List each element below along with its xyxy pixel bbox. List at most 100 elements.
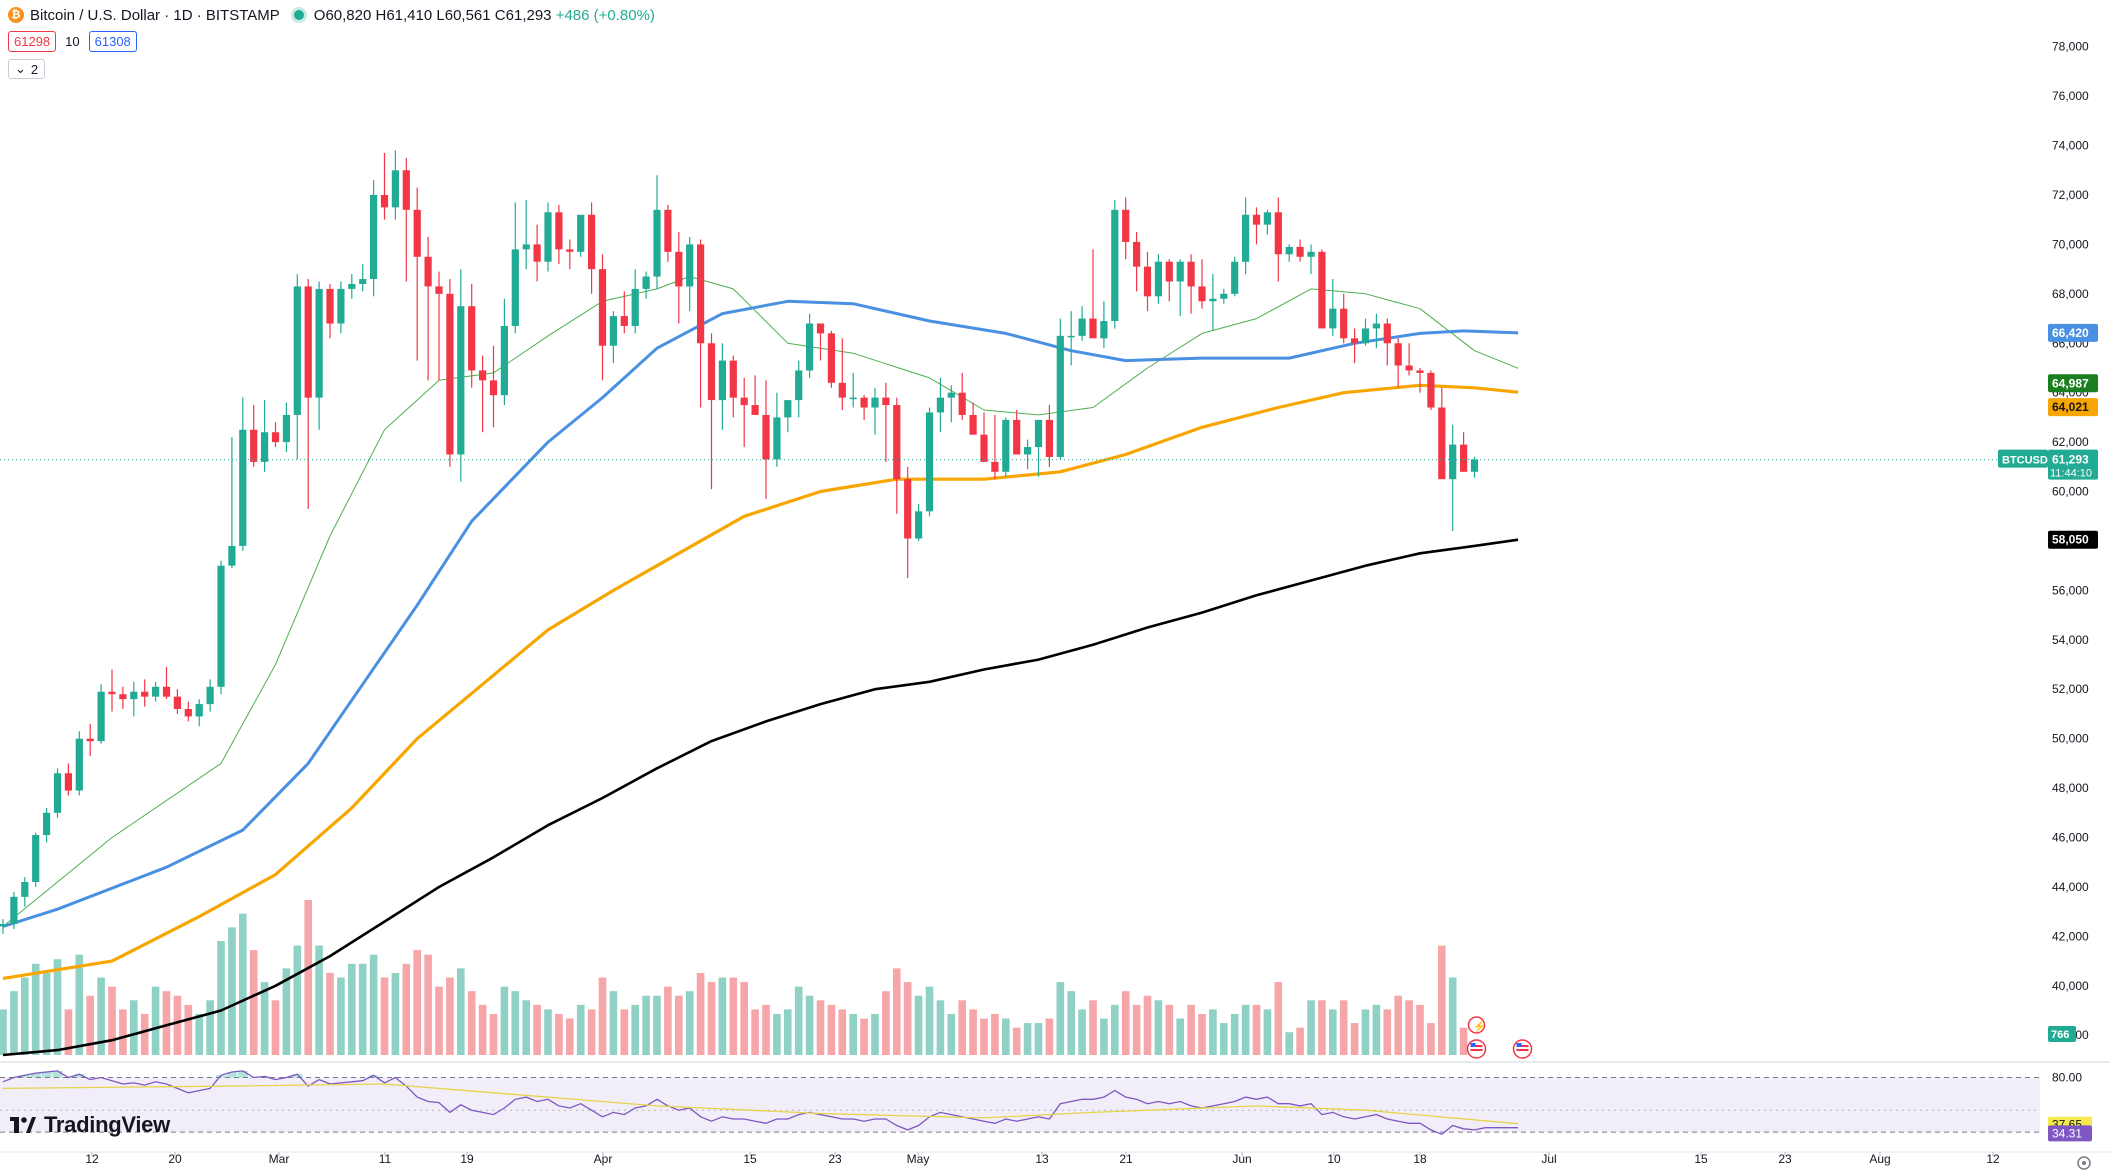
- candle-body: [947, 392, 955, 398]
- candle-body: [577, 214, 585, 252]
- volume-bar: [544, 1009, 552, 1055]
- candle-body: [620, 316, 628, 326]
- volume-bar: [315, 945, 323, 1055]
- volume-bar: [1143, 995, 1152, 1055]
- candle-body: [1285, 246, 1293, 255]
- bitcoin-icon: ₿: [8, 7, 24, 23]
- lightning-event-icon[interactable]: [1467, 1016, 1486, 1034]
- symbol-tag: BTCUSD: [2002, 455, 2048, 467]
- candle-body: [1143, 266, 1152, 297]
- ohlc-values: O60,820 H61,410 L60,561 C61,293 +486 (+0…: [314, 7, 655, 24]
- candle-body: [1340, 308, 1348, 339]
- candle-body: [293, 286, 301, 415]
- volume-bar: [1372, 1004, 1381, 1055]
- volume-bar: [773, 1013, 781, 1055]
- candle-body: [271, 432, 280, 443]
- settings-gear-icon[interactable]: [2077, 1156, 2091, 1170]
- volume-bar: [140, 1013, 149, 1055]
- candle-body: [1034, 419, 1043, 448]
- tradingview-logo[interactable]: TradingView: [10, 1112, 170, 1138]
- candle-body: [64, 773, 72, 791]
- candle-body: [479, 370, 487, 381]
- indicators-toggle[interactable]: ⌄ 2: [8, 59, 46, 79]
- volume-bar: [1241, 1004, 1250, 1055]
- volume-bar: [784, 1009, 792, 1055]
- volume-bar: [620, 1009, 629, 1055]
- candle-body: [609, 316, 617, 346]
- volume-bar: [1209, 1009, 1217, 1055]
- volume-bar: [348, 963, 356, 1055]
- settings-gear-center: [2082, 1161, 2086, 1165]
- volume-bar: [707, 982, 716, 1055]
- volume-bar: [271, 1000, 280, 1055]
- time-tick-label: 19: [460, 1152, 474, 1166]
- time-tick-label: Jun: [1232, 1152, 1251, 1166]
- candle-body: [0, 924, 7, 927]
- ma-orange-price-label-bg: [2048, 398, 2098, 417]
- candle-body: [1198, 286, 1206, 302]
- candle-body: [827, 333, 835, 383]
- price-tick-label: 76,000: [2052, 89, 2089, 103]
- buy-button[interactable]: 61308: [88, 31, 137, 52]
- candle-body: [337, 288, 345, 324]
- volume-bar: [762, 1004, 770, 1055]
- volume-bar: [1252, 1004, 1261, 1055]
- volume-bar: [42, 972, 51, 1055]
- candle-body: [217, 565, 225, 687]
- volume-bar: [119, 1009, 127, 1055]
- price-tick-label: 48,000: [2052, 781, 2089, 795]
- spread-value: 10: [65, 34, 80, 49]
- volume-bar: [162, 991, 171, 1055]
- sell-button[interactable]: 61298: [8, 31, 57, 52]
- volume-bar: [751, 1009, 759, 1055]
- candle-body: [500, 325, 508, 396]
- candle-body: [762, 414, 770, 460]
- volume-bar: [446, 977, 454, 1055]
- volume-bar: [1154, 1000, 1163, 1055]
- volume-bar: [467, 991, 476, 1055]
- volume-bar: [991, 1013, 999, 1055]
- candle-body: [936, 397, 944, 413]
- volume-bar: [424, 954, 432, 1055]
- volume-bar: [838, 1009, 847, 1055]
- countdown-label: 11:44:10: [2050, 468, 2092, 480]
- volume-bar: [304, 900, 312, 1055]
- candle-body: [555, 212, 563, 250]
- candle-body: [1274, 212, 1282, 255]
- candle-body: [860, 397, 868, 408]
- flag-stripe: [1516, 1049, 1529, 1051]
- candle-body: [1176, 261, 1184, 282]
- volume-bar: [958, 1000, 966, 1055]
- candle-body: [162, 686, 171, 697]
- close-value: C61,293: [494, 6, 552, 24]
- open-value: O60,820: [313, 6, 372, 24]
- candle-body: [816, 323, 825, 334]
- volume-bar: [184, 1004, 193, 1055]
- candle-body: [489, 380, 498, 396]
- volume-bar: [53, 959, 62, 1055]
- candle-body: [1427, 372, 1435, 408]
- last-price-bg: [2048, 449, 2098, 480]
- volume-bar: [293, 945, 302, 1055]
- time-tick-label: 18: [1413, 1152, 1427, 1166]
- volume-bar: [1329, 1009, 1337, 1055]
- symbol-title[interactable]: Bitcoin / U.S. Dollar · 1D · BITSTAMP: [30, 6, 280, 24]
- volume-bar: [1121, 991, 1130, 1055]
- volume-bar: [860, 1018, 868, 1055]
- volume-bar: [1220, 1023, 1228, 1055]
- volume-bar: [871, 1013, 879, 1055]
- candle-body: [1100, 321, 1108, 339]
- volume-bar: [664, 986, 672, 1055]
- candle-body: [980, 434, 988, 462]
- candle-body: [1056, 335, 1064, 457]
- volume-bar: [282, 968, 291, 1055]
- candle-body: [849, 397, 857, 400]
- candle-body: [1133, 241, 1141, 267]
- volume-bar: [511, 991, 520, 1055]
- volume-bar: [478, 1004, 487, 1055]
- volume-bar: [1198, 1013, 1206, 1055]
- volume-bar: [173, 995, 182, 1055]
- time-tick-label: 15: [1694, 1152, 1708, 1166]
- candle-body: [784, 400, 792, 418]
